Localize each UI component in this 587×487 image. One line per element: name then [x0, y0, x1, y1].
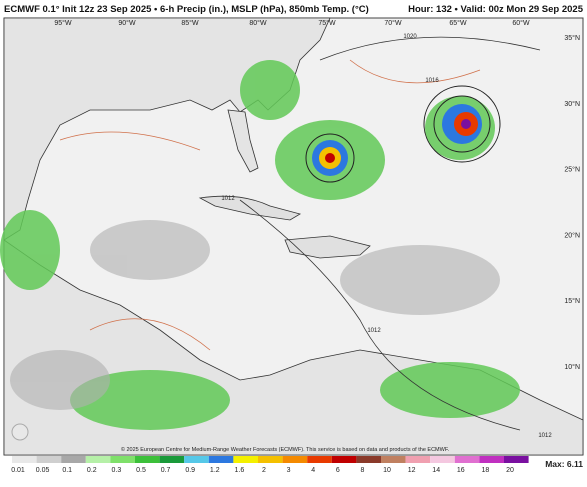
legend-swatch: [430, 456, 455, 463]
latitude-label: 30°N: [564, 100, 580, 108]
legend-label: 0.2: [87, 467, 97, 474]
legend-label: 20: [506, 467, 514, 474]
header-title: ECMWF 0.1° Init 12z 23 Sep 2025 • 6-h Pr…: [4, 4, 369, 15]
legend-swatch: [233, 456, 258, 463]
legend-swatch: [405, 456, 431, 463]
hispaniola: [284, 235, 371, 259]
isobar: [423, 85, 501, 163]
isobar-label: 1016: [425, 78, 439, 84]
longitude-label: 80°W: [249, 19, 267, 27]
legend-swatch: [12, 456, 37, 463]
isobar: [305, 133, 355, 183]
precip-area: [240, 60, 300, 120]
storm-core: [461, 119, 471, 129]
legend-swatch: [307, 456, 332, 463]
latitude-label: 25°N: [564, 166, 580, 174]
watermark-logo: [11, 423, 29, 441]
legend-swatch: [159, 456, 185, 463]
legend-swatch: [381, 456, 406, 463]
latitude-label: 10°N: [564, 363, 580, 371]
legend-label: 0.5: [136, 467, 146, 474]
legend-label: 0.3: [112, 467, 122, 474]
light-precip-areas: [10, 220, 500, 410]
precip-area: [340, 245, 500, 315]
latitude-label: 15°N: [564, 297, 580, 305]
legend-label: 2: [262, 467, 266, 474]
longitude-label: 85°W: [181, 19, 199, 27]
isobar: [433, 95, 491, 153]
longitude-label: 60°W: [512, 19, 530, 27]
legend-label: 4: [311, 467, 315, 474]
legend-swatch: [356, 456, 381, 463]
isobar-label: 1012: [367, 328, 381, 334]
isobar-label: 1020: [403, 34, 417, 40]
legend-swatch: [208, 456, 234, 463]
max-value: Max: 6.11: [545, 459, 583, 469]
legend-swatch: [282, 456, 308, 463]
legend-swatch: [135, 456, 160, 463]
legend-swatch: [85, 456, 111, 463]
longitude-label: 70°W: [384, 19, 402, 27]
credit: © 2025 European Centre for Medium-Range …: [121, 446, 450, 453]
legend-swatch: [36, 456, 62, 463]
legend-label: 1.2: [210, 467, 220, 474]
hurricane-east: [423, 85, 501, 163]
legend-label: 6: [336, 467, 340, 474]
legend-label: 16: [457, 467, 465, 474]
latitude-label: 35°N: [564, 34, 580, 42]
longitude-label: 65°W: [449, 19, 467, 27]
legend-label: 8: [360, 467, 364, 474]
longitude-label: 95°W: [54, 19, 72, 27]
legend-label: 0.1: [62, 467, 72, 474]
precip-area: [10, 350, 110, 410]
precip-area: [90, 220, 210, 280]
legend-swatch: [479, 456, 504, 463]
precip-area: [70, 370, 230, 430]
logo-mark: [11, 423, 29, 441]
isobar-label: 1012: [221, 196, 235, 202]
legend-swatch: [184, 456, 209, 463]
latitude-label: 20°N: [564, 231, 580, 239]
isobar-label: 1012: [538, 433, 552, 439]
legend-swatch: [61, 456, 86, 463]
temperature-contours: [59, 59, 481, 351]
precip-area: [380, 362, 520, 418]
legend-swatch: [331, 456, 357, 463]
storm-core: [325, 153, 335, 163]
legend-swatch: [110, 456, 135, 463]
legend-label: 0.9: [185, 467, 195, 474]
legend-label: 3: [287, 467, 291, 474]
legend-label: 10: [383, 467, 391, 474]
longitude-label: 75°W: [318, 19, 336, 27]
florida: [227, 109, 259, 173]
legend-label: 12: [408, 467, 416, 474]
isobar-lines: [239, 36, 541, 431]
header-valid: Hour: 132 • Valid: 00z Mon 29 Sep 2025: [408, 4, 584, 15]
legend-label: 0.7: [161, 467, 171, 474]
legend-label: 0.05: [36, 467, 50, 474]
legend-label: 0.01: [11, 467, 25, 474]
legend-label: 14: [432, 467, 440, 474]
legend-label: 1.6: [235, 467, 245, 474]
precip-area: [0, 210, 60, 290]
hurricane-west: [305, 133, 355, 183]
legend-swatch: [504, 456, 529, 463]
legend-swatch: [258, 456, 283, 463]
legend-label: 18: [482, 467, 490, 474]
map-area: [0, 17, 584, 456]
longitude-label: 90°W: [118, 19, 136, 27]
legend-swatch: [454, 456, 480, 463]
